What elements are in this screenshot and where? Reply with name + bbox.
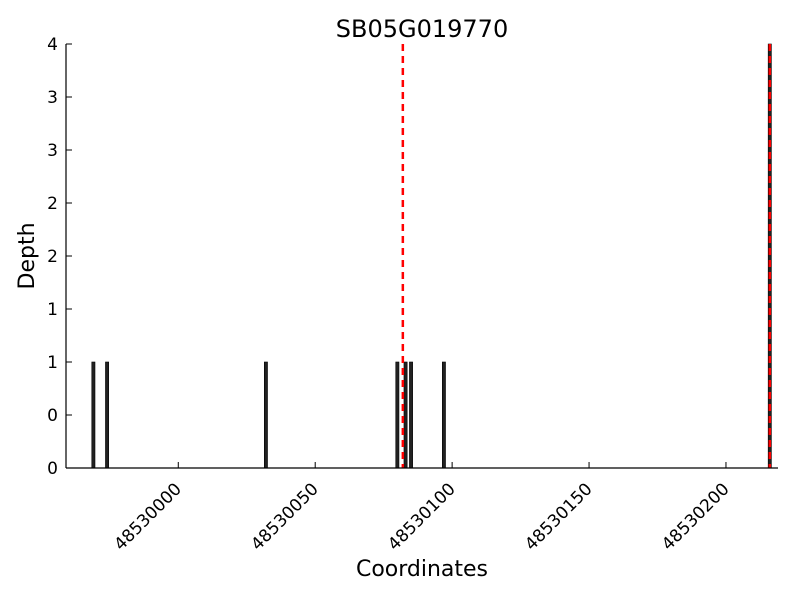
y-axis-label: Depth: [15, 222, 40, 289]
x-axis-label: Coordinates: [356, 557, 488, 582]
chart-title: SB05G019770: [336, 15, 508, 43]
bar-0: [91, 361, 96, 469]
y-tick-label-3: 1: [47, 300, 58, 320]
y-tick-label-8: 4: [47, 35, 58, 55]
y-tick-label-7: 3: [47, 88, 58, 108]
y-tick-label-4: 2: [47, 247, 58, 267]
bar-5: [409, 361, 413, 469]
bar-1: [105, 361, 109, 469]
x-tick-label-2: 48530100: [384, 479, 459, 554]
bar-4: [403, 361, 408, 469]
y-tick-label-5: 2: [47, 194, 58, 214]
bar-2: [264, 361, 268, 469]
plot-area: 0 0 1 1 2 2 3 3 4 48530000 48530050 48530100 4853015…: [47, 35, 778, 555]
x-tick-label-4: 48530200: [658, 479, 733, 554]
x-tick-label-3: 48530150: [521, 479, 596, 554]
y-tick-label-0: 0: [47, 459, 58, 479]
bar-3: [395, 361, 400, 469]
y-tick-label-2: 1: [47, 353, 58, 373]
y-tick-label-1: 0: [47, 406, 58, 426]
x-tick-label-0: 48530000: [110, 479, 185, 554]
x-tick-label-1: 48530050: [247, 479, 322, 554]
y-tick-label-6: 3: [47, 141, 58, 161]
bar-6: [442, 361, 446, 469]
